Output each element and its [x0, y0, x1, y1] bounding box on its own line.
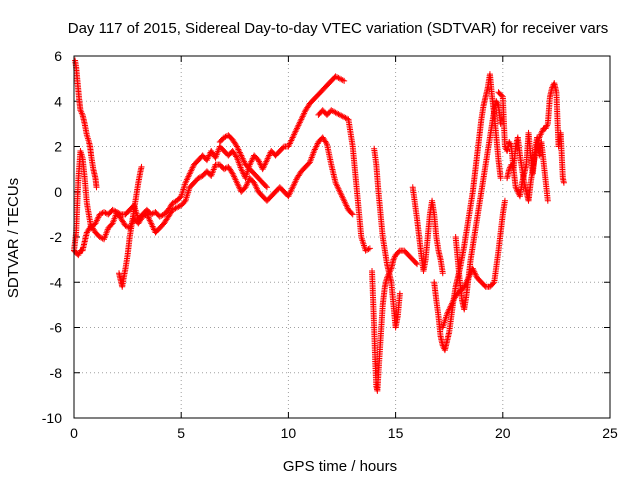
y-tick-label: -8 — [50, 365, 63, 381]
data-point — [396, 290, 403, 297]
plot-frame — [73, 55, 611, 419]
data-point — [341, 77, 348, 84]
x-tick-label: 20 — [495, 425, 511, 441]
y-tick-label: -4 — [50, 274, 63, 290]
data-point — [497, 175, 504, 182]
y-tick-label: 0 — [54, 184, 62, 200]
data-point — [439, 270, 446, 277]
x-tick-label: 0 — [70, 425, 78, 441]
data-point — [323, 139, 330, 146]
y-tick-label: -10 — [42, 410, 62, 426]
data-points — [71, 57, 567, 394]
data-point — [544, 197, 551, 204]
x-axis-label: GPS time / hours — [283, 458, 397, 475]
y-tick-label: -6 — [50, 320, 63, 336]
data-point — [348, 210, 355, 217]
axis-ticks: 0 5 10 15 20 25 -10 -8 -6 -4 -2 0 2 4 6 — [42, 48, 618, 441]
data-point — [280, 144, 287, 151]
data-point — [498, 92, 505, 99]
data-point — [414, 261, 421, 268]
chart-title: Day 117 of 2015, Sidereal Day-to-day VTE… — [68, 20, 608, 37]
y-tick-label: -2 — [50, 229, 63, 245]
y-tick-label: 2 — [54, 139, 62, 155]
y-axis-label: SDTVAR / TECUs — [5, 178, 22, 298]
data-point — [138, 163, 145, 170]
data-point — [412, 260, 419, 267]
data-point — [501, 197, 508, 204]
data-point — [395, 248, 402, 255]
data-point — [490, 280, 497, 287]
data-point — [560, 179, 567, 186]
y-tick-label: 4 — [54, 93, 62, 109]
data-point — [233, 153, 240, 160]
data-point — [349, 211, 356, 218]
data-point — [366, 245, 373, 252]
y-tick-label: 6 — [54, 48, 62, 64]
data-point — [262, 183, 269, 190]
x-tick-label: 10 — [281, 425, 297, 441]
x-tick-label: 5 — [177, 425, 185, 441]
data-point — [365, 246, 372, 253]
x-tick-label: 25 — [602, 425, 618, 441]
data-point — [339, 77, 346, 84]
data-point — [93, 184, 100, 191]
data-point — [263, 184, 270, 191]
data-point — [481, 282, 488, 289]
x-tick-label: 15 — [388, 425, 404, 441]
